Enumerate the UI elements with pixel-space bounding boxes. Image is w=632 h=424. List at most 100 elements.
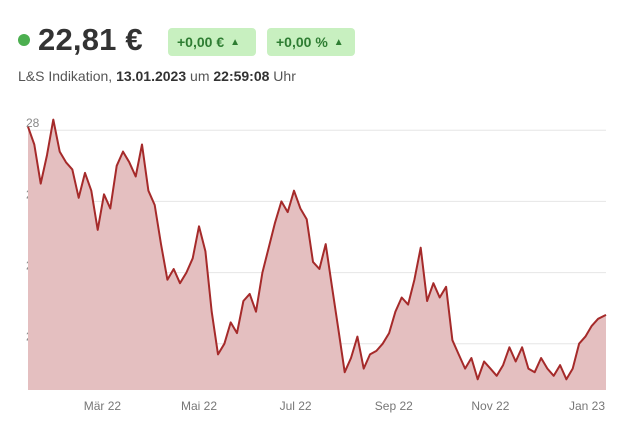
triangle-up-icon: ▲ <box>333 36 344 48</box>
price-point <box>392 309 398 315</box>
price-point <box>247 291 253 297</box>
change-absolute-badge: +0,00 € ▲ <box>168 28 256 56</box>
x-tick-label: Mär 22 <box>84 399 122 413</box>
price-point <box>297 206 303 212</box>
price-point <box>44 152 50 158</box>
price-point <box>31 142 37 148</box>
current-price: 22,81 € <box>38 22 143 57</box>
x-tick-label: Jan 23 <box>569 399 605 413</box>
price-point <box>25 124 31 130</box>
price-point <box>196 223 202 229</box>
price-point <box>63 159 69 165</box>
price-point <box>316 266 322 272</box>
price-point <box>171 266 177 272</box>
price-area-fill <box>28 119 606 390</box>
price-point <box>76 195 82 201</box>
price-point <box>120 149 126 155</box>
price-point <box>126 159 132 165</box>
price-point <box>576 341 582 347</box>
price-point <box>589 323 595 329</box>
price-point <box>101 191 107 197</box>
price-point <box>367 351 373 357</box>
market-status-dot <box>18 34 30 46</box>
price-point <box>164 277 170 283</box>
price-point <box>57 149 63 155</box>
quote-header: 22,81 € <box>18 22 143 58</box>
price-point <box>152 202 158 208</box>
price-point <box>88 188 94 194</box>
x-tick-label: Mai 22 <box>181 399 217 413</box>
price-point <box>500 362 506 368</box>
price-point <box>462 366 468 372</box>
price-point <box>291 188 297 194</box>
price-point <box>487 366 493 372</box>
x-tick-label: Sep 22 <box>375 399 413 413</box>
price-point <box>253 309 259 315</box>
price-point <box>373 348 379 354</box>
price-point <box>506 344 512 350</box>
price-point <box>228 319 234 325</box>
price-point <box>525 366 531 372</box>
price-point <box>443 284 449 290</box>
price-point <box>544 366 550 372</box>
price-point <box>348 355 354 361</box>
price-point <box>107 206 113 212</box>
price-point <box>361 366 367 372</box>
price-point <box>240 298 246 304</box>
price-point <box>272 220 278 226</box>
price-point <box>424 298 430 304</box>
price-point <box>551 373 557 379</box>
price-point <box>519 344 525 350</box>
price-point <box>285 209 291 215</box>
price-point <box>494 373 500 379</box>
price-point <box>354 334 360 340</box>
price-line <box>27 118 607 381</box>
price-point <box>69 166 75 172</box>
source-label: L&S Indikation, <box>18 68 117 84</box>
price-point <box>538 355 544 361</box>
x-tick-label: Nov 22 <box>471 399 509 413</box>
price-point <box>380 341 386 347</box>
price-point <box>335 327 341 333</box>
price-point <box>563 376 569 382</box>
time-suffix: Uhr <box>269 68 296 84</box>
price-point <box>215 351 221 357</box>
price-point <box>468 355 474 361</box>
price-point <box>183 270 189 276</box>
triangle-up-icon: ▲ <box>230 36 241 48</box>
price-point <box>139 142 145 148</box>
price-point <box>82 170 88 176</box>
quote-source-line: L&S Indikation, 13.01.2023 um 22:59:08 U… <box>18 68 296 84</box>
quote-time: 22:59:08 <box>213 68 270 84</box>
price-point <box>399 295 405 301</box>
price-point <box>430 280 436 286</box>
price-point <box>133 174 139 180</box>
price-point <box>418 245 424 251</box>
price-point <box>209 309 215 315</box>
quote-date: 13.01.2023 <box>116 68 187 84</box>
price-point <box>603 312 609 318</box>
price-point <box>158 241 164 247</box>
price-point <box>513 359 519 365</box>
price-point <box>595 316 601 322</box>
change-percent-value: +0,00 % <box>276 34 328 50</box>
x-tick-label: Jul 22 <box>280 399 312 413</box>
price-point <box>481 359 487 365</box>
price-point <box>221 341 227 347</box>
price-point <box>259 270 265 276</box>
source-connector: um <box>186 68 214 84</box>
price-point <box>323 241 329 247</box>
y-tick-label: 28 <box>26 116 40 130</box>
price-point <box>278 198 284 204</box>
price-point <box>329 284 335 290</box>
price-point <box>310 259 316 265</box>
price-point <box>304 216 310 222</box>
price-point <box>570 366 576 372</box>
price-point <box>95 227 101 233</box>
price-point <box>50 117 56 123</box>
price-point <box>475 376 481 382</box>
price-point <box>582 334 588 340</box>
price-point <box>114 163 120 169</box>
